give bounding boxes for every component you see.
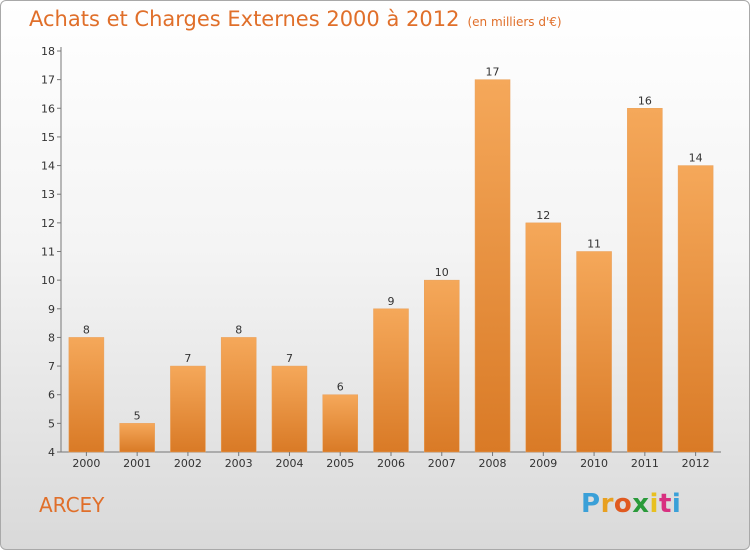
x-tick-label: 2008: [479, 457, 507, 470]
bar: [525, 222, 562, 453]
logo-letter: r: [600, 489, 614, 519]
bar: [170, 365, 206, 453]
x-tick-label: 2002: [174, 457, 202, 470]
bar: [373, 308, 409, 453]
y-tick-label: 8: [48, 331, 55, 344]
bar: [68, 337, 105, 453]
data-label: 10: [435, 266, 449, 279]
x-tick-label: 2001: [123, 457, 151, 470]
y-tick-label: 15: [41, 131, 55, 144]
bar: [119, 423, 155, 453]
data-label: 11: [587, 238, 601, 251]
y-tick-label: 4: [48, 446, 55, 459]
x-tick-label: 2011: [631, 457, 659, 470]
x-tick-label: 2005: [326, 457, 354, 470]
y-tick-label: 13: [41, 188, 55, 201]
data-label: 5: [134, 409, 141, 422]
data-label: 17: [486, 66, 500, 79]
y-tick-label: 11: [41, 246, 55, 259]
y-tick-label: 14: [41, 160, 55, 173]
y-tick-label: 16: [41, 102, 55, 115]
y-tick-label: 9: [48, 303, 55, 316]
bar: [322, 394, 358, 453]
chart-title: Achats et Charges Externes 2000 à 2012 (e…: [29, 7, 562, 31]
bar: [424, 279, 460, 453]
chart-title-text: Achats et Charges Externes 2000 à 2012: [29, 7, 460, 31]
x-tick-label: 2004: [275, 457, 303, 470]
bar: [474, 79, 511, 453]
x-tick-label: 2000: [72, 457, 100, 470]
data-label: 16: [638, 94, 652, 107]
x-tick-label: 2003: [225, 457, 253, 470]
logo-letter: P: [581, 489, 601, 519]
data-label: 9: [388, 295, 395, 308]
chart-subtitle: (en milliers d'€): [467, 15, 562, 29]
data-label: 8: [235, 323, 242, 336]
data-label: 8: [83, 323, 90, 336]
y-tick-label: 6: [48, 389, 55, 402]
bar: [627, 108, 663, 453]
data-label: 14: [689, 152, 703, 165]
x-tick-label: 2009: [529, 457, 557, 470]
data-label: 7: [286, 352, 293, 365]
proxiti-logo[interactable]: Proxiti: [581, 489, 681, 519]
data-label: 12: [536, 209, 550, 222]
logo-letter: i: [649, 489, 659, 519]
x-tick-label: 2012: [682, 457, 710, 470]
y-tick-label: 5: [48, 417, 55, 430]
bar: [220, 337, 257, 453]
logo-letter: t: [658, 489, 672, 519]
x-tick-label: 2006: [377, 457, 405, 470]
x-tick-label: 2007: [428, 457, 456, 470]
y-tick-label: 7: [48, 360, 55, 373]
bar: [677, 165, 714, 453]
bar: [576, 251, 612, 453]
logo-letter: i: [671, 489, 682, 519]
y-tick-label: 10: [41, 274, 55, 287]
data-label: 6: [337, 381, 344, 394]
x-tick-label: 2010: [580, 457, 608, 470]
y-tick-label: 12: [41, 217, 55, 230]
data-label: 7: [184, 352, 191, 365]
logo-letter: o: [613, 489, 633, 519]
logo-letter: x: [632, 489, 650, 519]
place-name: ARCEY: [39, 493, 105, 517]
y-tick-label: 17: [41, 74, 55, 87]
y-tick-label: 18: [41, 45, 55, 58]
bar: [271, 365, 308, 453]
